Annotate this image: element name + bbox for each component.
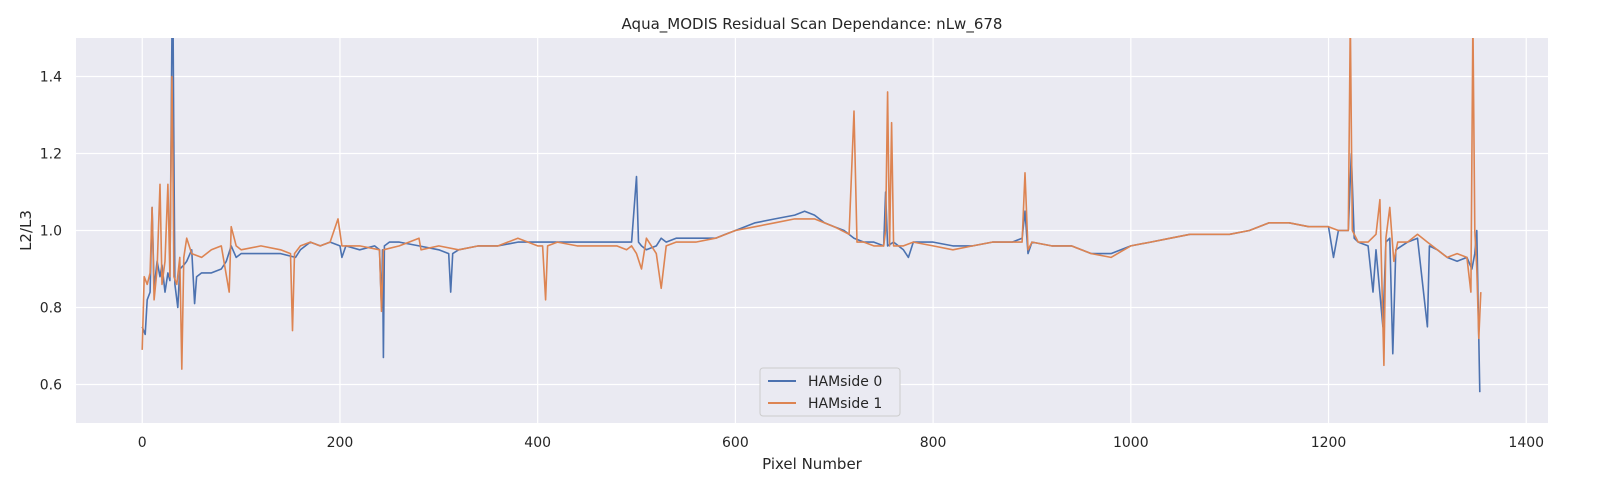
y-tick-label: 1.4 bbox=[40, 70, 62, 86]
x-tick-label: 0 bbox=[138, 435, 147, 451]
series-line-hamside-1 bbox=[141, 38, 1482, 370]
y-tick-label: 1.2 bbox=[40, 147, 62, 163]
x-tick-label: 1000 bbox=[1113, 435, 1149, 451]
y-tick-label: 0.8 bbox=[40, 301, 62, 317]
grid-lines bbox=[76, 38, 1548, 423]
legend-label-hamside-1: HAMside 1 bbox=[808, 396, 882, 412]
y-axis-label: L2/L3 bbox=[17, 210, 35, 251]
y-tick-label: 0.6 bbox=[40, 378, 62, 394]
x-tick-label: 1200 bbox=[1311, 435, 1347, 451]
x-tick-label: 600 bbox=[722, 435, 749, 451]
y-tick-label: 1.0 bbox=[40, 224, 62, 240]
chart-title: Aqua_MODIS Residual Scan Dependance: nLw… bbox=[622, 15, 1003, 34]
legend: HAMside 0 HAMside 1 bbox=[759, 367, 901, 417]
legend-label-hamside-0: HAMside 0 bbox=[808, 374, 882, 390]
x-axis-label: Pixel Number bbox=[762, 455, 863, 473]
series-lines bbox=[141, 38, 1482, 393]
tick-labels: 0 200 400 600 800 1000 1200 1400 0.6 0.8 1.0 1.2 1.4 bbox=[40, 70, 1544, 452]
x-tick-label: 200 bbox=[327, 435, 354, 451]
x-tick-label: 800 bbox=[920, 435, 947, 451]
x-tick-label: 400 bbox=[524, 435, 551, 451]
x-tick-label: 1400 bbox=[1508, 435, 1544, 451]
